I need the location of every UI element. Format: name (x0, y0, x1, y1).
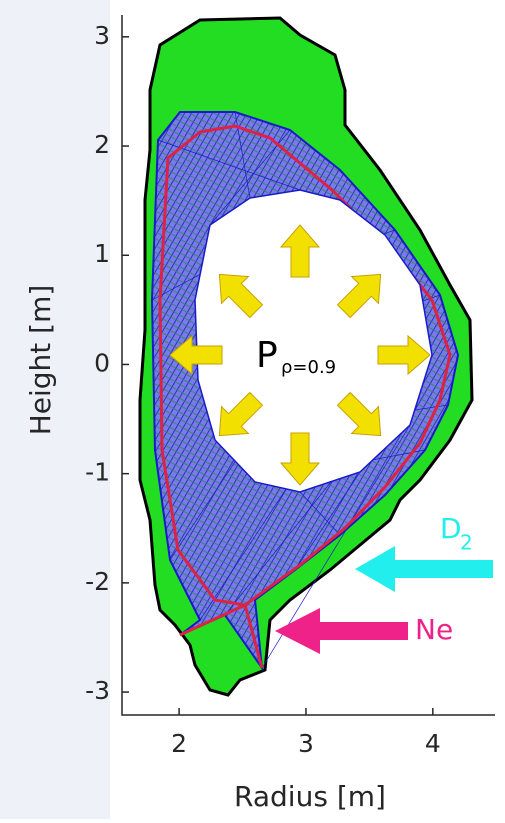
separatrix (158, 124, 452, 669)
power-arrow-shape (336, 391, 382, 437)
power-arrow-shape (218, 273, 264, 319)
power-arrow (218, 273, 264, 319)
power-arrow-shape (169, 334, 223, 376)
d2-arrow (355, 546, 493, 592)
x-tick-label: 4 (425, 729, 441, 758)
d2-label: D (440, 512, 462, 545)
x-tick-label: 3 (298, 729, 314, 758)
mesh-line (294, 471, 361, 571)
x-tick-label: 2 (171, 729, 187, 758)
d2-subscript: 2 (460, 531, 473, 555)
power-arrow (279, 224, 321, 278)
mesh-line (209, 129, 291, 226)
y-tick-label: -3 (85, 676, 110, 705)
y-tick-label: 3 (94, 21, 110, 50)
power-arrow-shape (279, 224, 321, 278)
power-arrow (336, 391, 382, 437)
y-tick-label: -1 (85, 458, 110, 487)
y-tick-label: 1 (94, 239, 110, 268)
power-arrow (279, 432, 321, 486)
power-arrow (218, 391, 264, 437)
power-arrow (336, 273, 382, 319)
ne-arrow (275, 608, 408, 654)
x-axis-label: Radius [m] (234, 780, 386, 813)
y-tick-label: 0 (94, 348, 110, 377)
y-tick-label: -2 (85, 567, 110, 596)
y-tick-label: 2 (94, 130, 110, 159)
power-arrow-shape (336, 273, 382, 319)
y-axis-label: Height [m] (24, 285, 57, 436)
power-subscript: ρ=0.9 (281, 357, 336, 378)
axis-frame (121, 15, 495, 716)
power-arrow (377, 334, 431, 376)
power-arrow (169, 334, 223, 376)
mesh-line (299, 491, 341, 536)
ne-label: Ne (415, 613, 453, 646)
power-label-box (250, 332, 350, 378)
power-arrow-shape (218, 391, 264, 437)
power-arrow-shape (279, 432, 321, 486)
power-label: P (256, 335, 278, 376)
power-arrow-shape (377, 334, 431, 376)
background-band (0, 0, 110, 819)
